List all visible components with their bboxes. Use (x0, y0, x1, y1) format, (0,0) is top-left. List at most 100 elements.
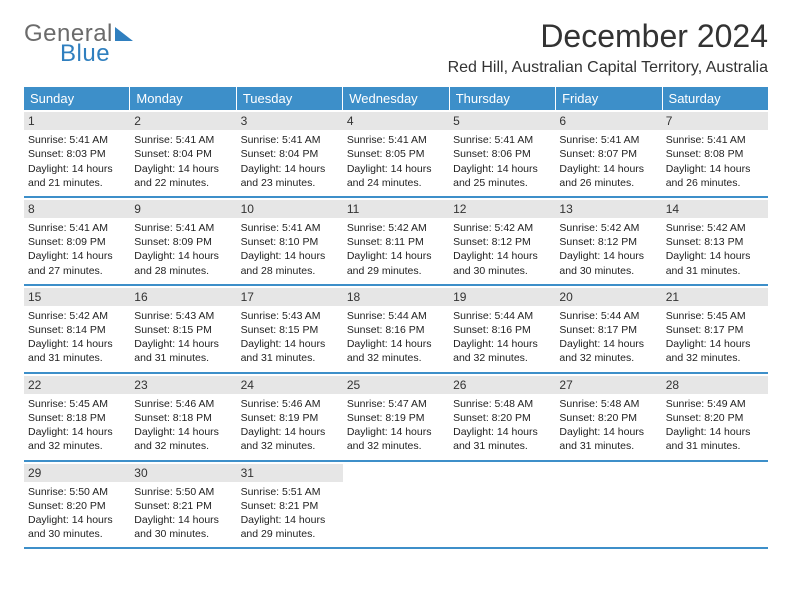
weekday-header: Saturday (663, 87, 768, 110)
daylight-line: Daylight: 14 hours and 21 minutes. (28, 162, 126, 190)
day-number: 14 (662, 200, 768, 218)
daylight-line: Daylight: 14 hours and 31 minutes. (28, 337, 126, 365)
day-cell: 14 Sunrise: 5:42 AMSunset: 8:13 PMDayligh… (662, 198, 768, 284)
daylight-line: Daylight: 14 hours and 30 minutes. (559, 249, 657, 277)
day-cell: 18Sunrise: 5:44 AMSunset: 8:16 PMDayligh… (343, 286, 449, 372)
day-cell: 6Sunrise: 5:41 AMSunset: 8:07 PMDaylight… (555, 110, 661, 196)
day-cell: 15Sunrise: 5:42 AMSunset: 8:14 PMDayligh… (24, 286, 130, 372)
sunrise-line: Sunrise: 5:45 AM (28, 397, 126, 411)
sunset-line: Sunset: 8:19 PM (241, 411, 339, 425)
weekday-header: Monday (130, 87, 236, 110)
daylight-line: Daylight: 14 hours and 32 minutes. (347, 425, 445, 453)
day-number: 9 (130, 200, 236, 218)
daylight-line: Daylight: 14 hours and 29 minutes. (241, 513, 339, 541)
sunset-line: Sunset: 8:08 PM (666, 147, 764, 161)
day-cell (555, 462, 661, 548)
day-cell: 5Sunrise: 5:41 AMSunset: 8:06 PMDaylight… (449, 110, 555, 196)
sunset-line: Sunset: 8:18 PM (134, 411, 232, 425)
calendar-grid: Sunday Monday Tuesday Wednesday Thursday… (24, 87, 768, 549)
sunrise-line: Sunrise: 5:44 AM (453, 309, 551, 323)
sunset-line: Sunset: 8:09 PM (28, 235, 126, 249)
daylight-line: Daylight: 14 hours and 31 minutes. (666, 425, 764, 453)
day-number: 30 (130, 464, 236, 482)
day-number: 2 (130, 112, 236, 130)
sunset-line: Sunset: 8:19 PM (347, 411, 445, 425)
weekday-header: Tuesday (237, 87, 343, 110)
sunrise-line: Sunrise: 5:42 AM (559, 221, 657, 235)
sunset-line: Sunset: 8:05 PM (347, 147, 445, 161)
month-title: December 2024 (448, 18, 768, 55)
day-number: 1 (24, 112, 130, 130)
day-cell: 28Sunrise: 5:49 AMSunset: 8:20 PMDayligh… (662, 374, 768, 460)
day-number: 27 (555, 376, 661, 394)
sunrise-line: Sunrise: 5:42 AM (666, 221, 764, 235)
sunset-line: Sunset: 8:04 PM (134, 147, 232, 161)
daylight-line: Daylight: 14 hours and 26 minutes. (666, 162, 764, 190)
day-number: 29 (24, 464, 130, 482)
weekday-header: Wednesday (343, 87, 449, 110)
sunset-line: Sunset: 8:07 PM (559, 147, 657, 161)
daylight-line: Daylight: 14 hours and 29 minutes. (347, 249, 445, 277)
sunrise-line: Sunrise: 5:41 AM (241, 221, 339, 235)
sunset-line: Sunset: 8:20 PM (666, 411, 764, 425)
day-number: 21 (662, 288, 768, 306)
sunrise-line: Sunrise: 5:42 AM (453, 221, 551, 235)
day-cell (662, 462, 768, 548)
daylight-line: Daylight: 14 hours and 31 minutes. (453, 425, 551, 453)
brand-logo: General Blue (24, 22, 131, 66)
day-number: 22 (24, 376, 130, 394)
daylight-line: Daylight: 14 hours and 32 minutes. (28, 425, 126, 453)
day-cell: 26Sunrise: 5:48 AMSunset: 8:20 PMDayligh… (449, 374, 555, 460)
day-cell: 10Sunrise: 5:41 AMSunset: 8:10 PMDayligh… (237, 198, 343, 284)
sunrise-line: Sunrise: 5:41 AM (134, 133, 232, 147)
week-row: 15Sunrise: 5:42 AMSunset: 8:14 PMDayligh… (24, 286, 768, 374)
day-number: 10 (237, 200, 343, 218)
sunrise-line: Sunrise: 5:42 AM (347, 221, 445, 235)
title-block: December 2024 Red Hill, Australian Capit… (448, 18, 768, 77)
day-cell: 13Sunrise: 5:42 AMSunset: 8:12 PMDayligh… (555, 198, 661, 284)
day-number: 26 (449, 376, 555, 394)
daylight-line: Daylight: 14 hours and 30 minutes. (134, 513, 232, 541)
sunset-line: Sunset: 8:03 PM (28, 147, 126, 161)
calendar-page: General Blue December 2024 Red Hill, Aus… (0, 0, 792, 549)
daylight-line: Daylight: 14 hours and 31 minutes. (666, 249, 764, 277)
sunrise-line: Sunrise: 5:43 AM (134, 309, 232, 323)
sunrise-line: Sunrise: 5:41 AM (241, 133, 339, 147)
daylight-line: Daylight: 14 hours and 27 minutes. (28, 249, 126, 277)
day-cell: 3Sunrise: 5:41 AMSunset: 8:04 PMDaylight… (237, 110, 343, 196)
sunrise-line: Sunrise: 5:48 AM (559, 397, 657, 411)
day-cell (343, 462, 449, 548)
day-cell: 9Sunrise: 5:41 AMSunset: 8:09 PMDaylight… (130, 198, 236, 284)
daylight-line: Daylight: 14 hours and 32 minutes. (666, 337, 764, 365)
day-number: 28 (662, 376, 768, 394)
day-cell: 29Sunrise: 5:50 AMSunset: 8:20 PMDayligh… (24, 462, 130, 548)
sunset-line: Sunset: 8:11 PM (347, 235, 445, 249)
sunrise-line: Sunrise: 5:41 AM (347, 133, 445, 147)
sunset-line: Sunset: 8:13 PM (666, 235, 764, 249)
weekday-header-row: Sunday Monday Tuesday Wednesday Thursday… (24, 87, 768, 110)
day-number: 12 (449, 200, 555, 218)
sunrise-line: Sunrise: 5:41 AM (559, 133, 657, 147)
sunset-line: Sunset: 8:20 PM (559, 411, 657, 425)
sunset-line: Sunset: 8:18 PM (28, 411, 126, 425)
day-cell: 11 Sunrise: 5:42 AMSunset: 8:11 PMDayligh… (343, 198, 449, 284)
page-header: General Blue December 2024 Red Hill, Aus… (24, 18, 768, 77)
daylight-line: Daylight: 14 hours and 23 minutes. (241, 162, 339, 190)
weekday-header: Thursday (450, 87, 556, 110)
sunset-line: Sunset: 8:15 PM (241, 323, 339, 337)
day-number: 19 (449, 288, 555, 306)
daylight-line: Daylight: 14 hours and 31 minutes. (559, 425, 657, 453)
day-number: 8 (24, 200, 130, 218)
sunset-line: Sunset: 8:14 PM (28, 323, 126, 337)
day-number: 16 (130, 288, 236, 306)
sunrise-line: Sunrise: 5:50 AM (28, 485, 126, 499)
day-number: 11 (343, 200, 449, 218)
week-row: 22Sunrise: 5:45 AMSunset: 8:18 PMDayligh… (24, 374, 768, 462)
day-cell: 25Sunrise: 5:47 AMSunset: 8:19 PMDayligh… (343, 374, 449, 460)
sunset-line: Sunset: 8:16 PM (347, 323, 445, 337)
sunrise-line: Sunrise: 5:41 AM (666, 133, 764, 147)
sunset-line: Sunset: 8:17 PM (666, 323, 764, 337)
week-row: 1Sunrise: 5:41 AMSunset: 8:03 PMDaylight… (24, 110, 768, 198)
day-number: 5 (449, 112, 555, 130)
day-cell: 27 Sunrise: 5:48 AMSunset: 8:20 PMDayligh… (555, 374, 661, 460)
